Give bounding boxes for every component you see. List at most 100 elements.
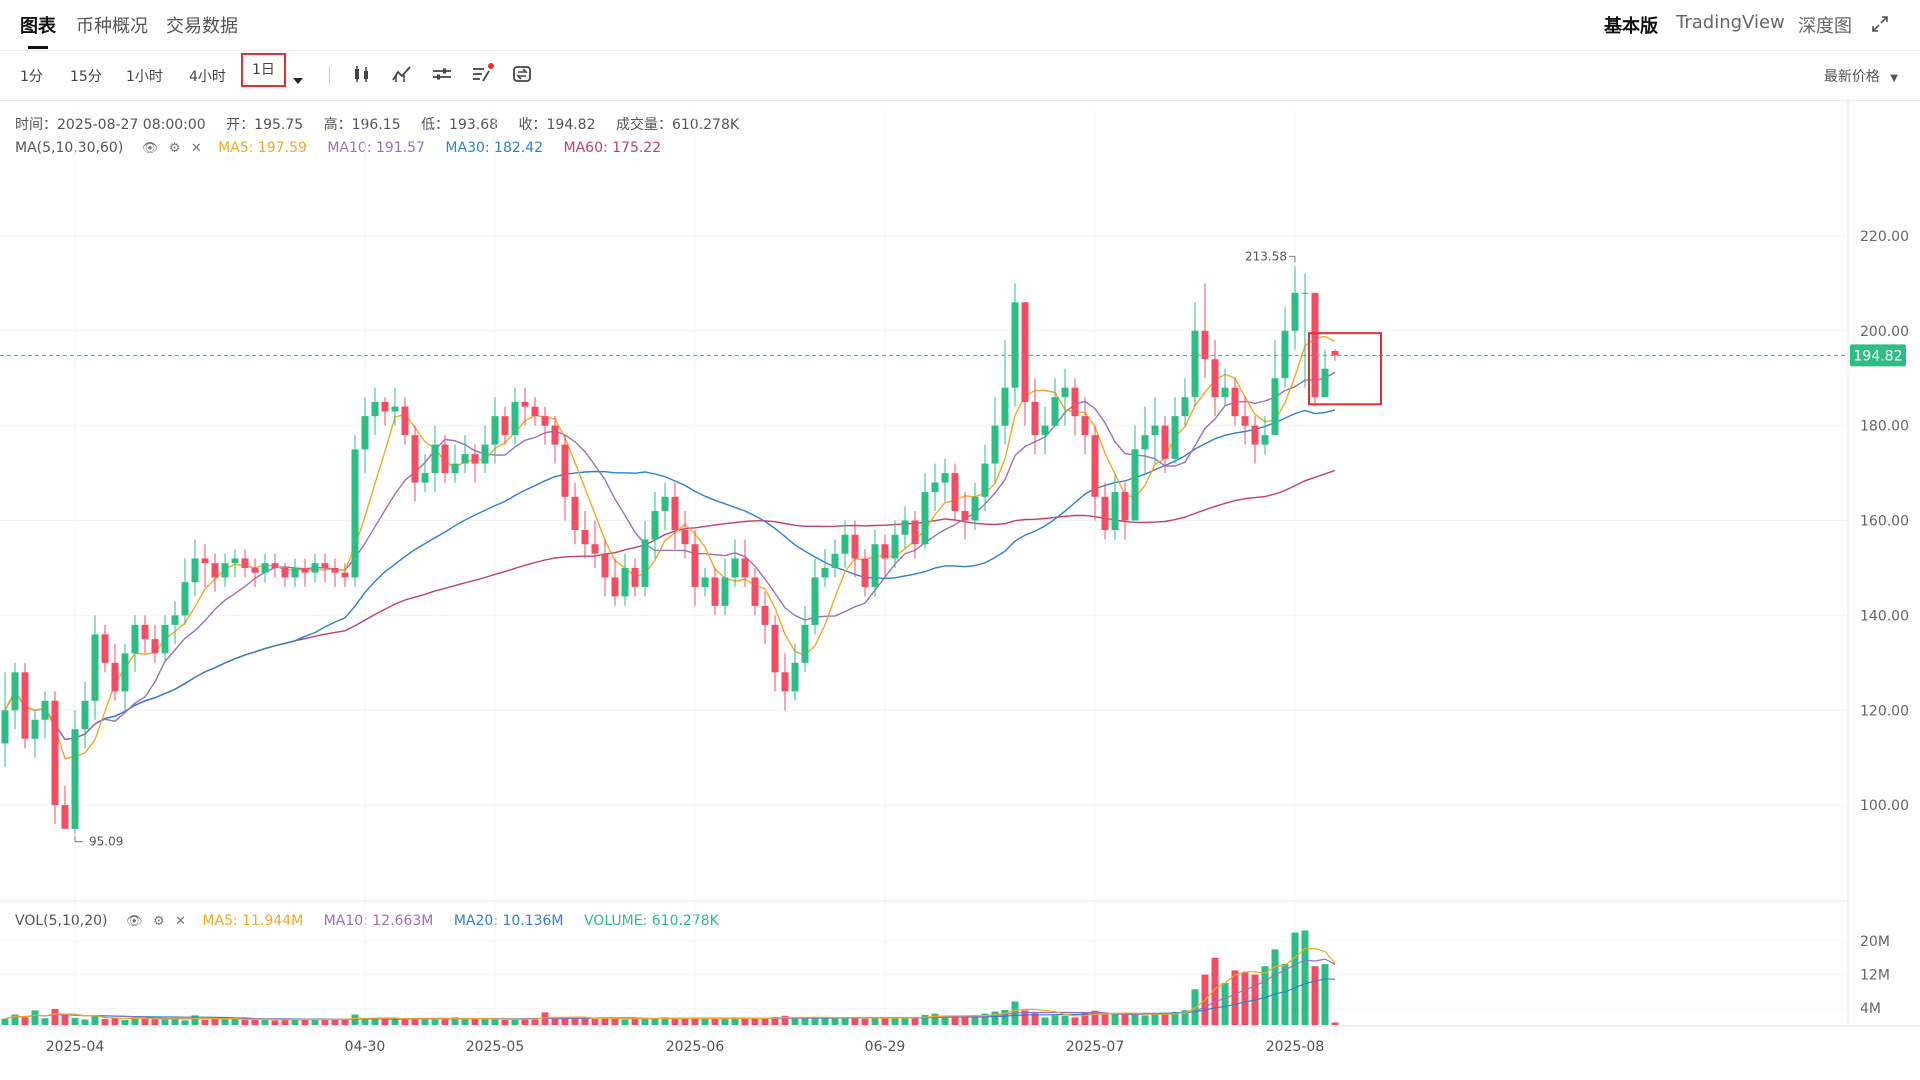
eye-icon[interactable]: 👁: [125, 914, 143, 929]
tab-coin-overview[interactable]: 币种概况: [76, 16, 148, 37]
swap-icon[interactable]: [510, 62, 534, 86]
volume-bar: [511, 1018, 519, 1025]
interval-dropdown-icon[interactable]: [292, 70, 304, 89]
close-icon[interactable]: ✕: [175, 914, 186, 929]
vol-legend-label: VOL(5,10,20): [15, 913, 108, 929]
info-volume: 成交量：610.278K: [615, 117, 740, 133]
volume-bars: [1, 930, 1339, 1025]
top-tab-bar: 图表 币种概况 交易数据 基本版 TradingView 深度图: [0, 0, 1920, 49]
volume-tick-label: 4M: [1860, 1001, 1881, 1017]
volume-bar: [391, 1019, 399, 1025]
candle-body: [641, 539, 649, 587]
candle-body: [91, 634, 99, 701]
info-open: 开：195.75: [226, 117, 304, 133]
candle-body: [581, 530, 589, 545]
candle-body: [401, 406, 409, 436]
interval-1d[interactable]: 1日: [241, 53, 286, 87]
candle-body: [631, 567, 639, 587]
info-time: 时间：2025-08-27 08:00:00: [15, 117, 206, 133]
candle-body: [881, 544, 889, 559]
candle-body: [251, 567, 259, 573]
candle-body: [281, 567, 289, 578]
candle-body: [921, 492, 929, 545]
indicator-icon[interactable]: [390, 62, 414, 86]
candle-body: [601, 553, 609, 578]
tab-trade-data[interactable]: 交易数据: [166, 16, 238, 37]
candle-body: [441, 444, 449, 474]
candle-body: [951, 473, 959, 512]
vol-ma20-value: MA20: 10.136M: [453, 913, 564, 929]
volume-bar: [831, 1017, 839, 1025]
volume-bar: [301, 1018, 309, 1025]
candle-body: [1241, 416, 1249, 426]
candle-body: [121, 653, 129, 692]
interval-15m[interactable]: 15分: [70, 69, 102, 85]
price-type-select[interactable]: 最新价格 ▼: [1824, 66, 1898, 86]
volume-bar: [71, 1017, 79, 1025]
volume-bar: [311, 1019, 319, 1025]
candle-body: [1281, 330, 1289, 379]
volume-bar: [321, 1019, 329, 1025]
interval-1h[interactable]: 1小时: [126, 69, 163, 85]
volume-bar: [691, 1017, 699, 1025]
volume-bar: [361, 1018, 369, 1025]
candle-body: [21, 672, 29, 739]
volume-bar: [591, 1019, 599, 1025]
toolbar-separator: [329, 66, 330, 84]
close-icon[interactable]: ✕: [190, 141, 202, 156]
interval-1m[interactable]: 1分: [20, 69, 43, 85]
candle-body: [191, 558, 199, 583]
volume-bar: [531, 1018, 539, 1025]
ma5-value: MA5: 197.59: [218, 140, 307, 156]
volume-bar: [971, 1014, 979, 1025]
view-tradingview[interactable]: TradingView: [1676, 12, 1785, 33]
volume-bar: [601, 1018, 609, 1025]
settings-icon[interactable]: ⚙: [168, 141, 181, 156]
volume-bar: [571, 1018, 579, 1025]
candle-body: [741, 558, 749, 578]
tab-chart[interactable]: 图表: [20, 16, 56, 37]
settings-icon[interactable]: ⚙: [152, 914, 165, 929]
volume-bar: [501, 1019, 509, 1025]
volume-bar: [731, 1017, 739, 1025]
candle-body: [981, 463, 989, 497]
candle-body: [1181, 397, 1189, 417]
volume-bar: [151, 1019, 159, 1025]
volume-bar: [951, 1015, 959, 1025]
volume-bar: [621, 1019, 629, 1025]
axes: 220.00 200.00 180.00 160.00 140.00 120.00 100.…: [0, 100, 1920, 1055]
ma-legend: MA(5,10,30,60) 👁 ⚙ ✕ MA5: 197.59 MA10: 1…: [15, 140, 661, 156]
candle-body: [1051, 397, 1059, 426]
volume-bar: [1231, 970, 1239, 1025]
view-basic[interactable]: 基本版: [1604, 16, 1658, 37]
candle-body: [1061, 387, 1069, 398]
price-tick-label: 180.00: [1860, 419, 1909, 435]
candle-body: [1131, 449, 1139, 521]
candle-body: [111, 662, 119, 692]
fullscreen-icon[interactable]: [1870, 14, 1890, 34]
candle-type-icon[interactable]: [350, 62, 374, 86]
drawing-tools-icon[interactable]: [470, 62, 494, 86]
interval-4h[interactable]: 4小时: [189, 69, 226, 85]
candle-body: [1161, 425, 1169, 459]
volume-bar: [101, 1019, 109, 1025]
view-depth[interactable]: 深度图: [1798, 16, 1852, 37]
volume-bar: [801, 1017, 809, 1025]
settings-sliders-icon[interactable]: [430, 62, 454, 86]
volume-bar: [141, 1018, 149, 1025]
candle-body: [301, 567, 309, 573]
max-marker-arrow: [1289, 255, 1296, 263]
candle-body: [231, 558, 239, 564]
candle-body: [371, 401, 379, 417]
candle-body: [611, 577, 619, 597]
volume-bar: [251, 1019, 259, 1025]
candle-body: [561, 444, 569, 497]
price-tick-label: 100.00: [1860, 798, 1909, 814]
candle-body: [361, 416, 369, 450]
x-tick-label: 2025-08: [1266, 1039, 1325, 1055]
volume-bar: [1061, 1015, 1069, 1025]
volume-bar: [641, 1019, 649, 1025]
volume-bar: [161, 1019, 169, 1025]
eye-icon[interactable]: 👁: [141, 141, 159, 156]
